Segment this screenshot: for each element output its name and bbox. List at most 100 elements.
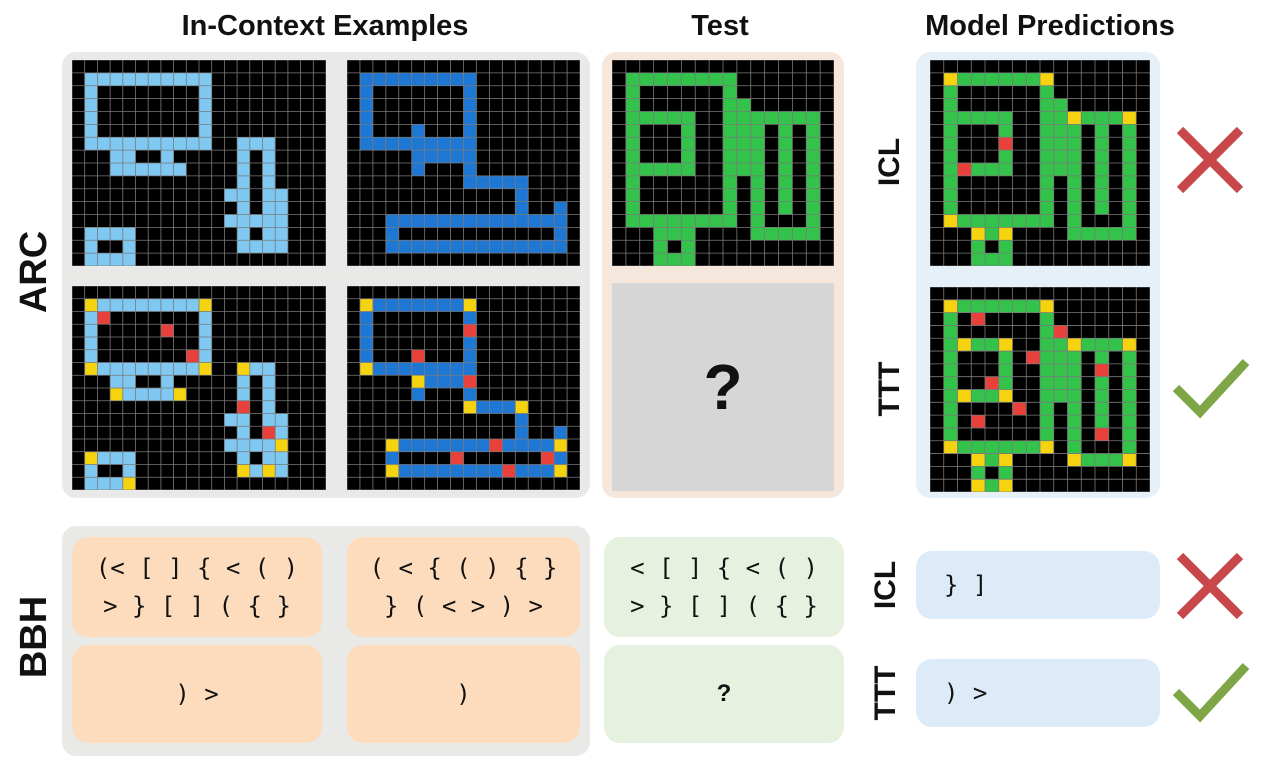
- grid-cell: [554, 426, 568, 439]
- grid-cell: [1067, 124, 1082, 138]
- grid-cell: [653, 72, 668, 86]
- grid-cell: [1122, 163, 1137, 176]
- grid-cell: [502, 400, 516, 414]
- grid-cell: [385, 451, 399, 465]
- grid-cell: [385, 227, 399, 241]
- grid-cell: [625, 201, 640, 215]
- grid-cell: [971, 299, 985, 313]
- grid-cell: [1122, 338, 1137, 352]
- grid-cell: [625, 98, 640, 112]
- grid-cell: [160, 137, 174, 151]
- grid-cell: [411, 375, 425, 388]
- grid-cell: [237, 137, 250, 151]
- grid-cell: [625, 188, 640, 202]
- grid-cell: [463, 150, 477, 163]
- grid-cell: [1053, 163, 1068, 176]
- grid-cell: [173, 362, 187, 376]
- grid-cell: [778, 111, 793, 125]
- grid-cell: [1122, 137, 1137, 151]
- grid-cell: [84, 324, 98, 337]
- grid-cell: [723, 124, 737, 138]
- grid-cell: [262, 400, 276, 414]
- grid-cell: [1095, 415, 1109, 428]
- grid-cell: [985, 453, 999, 467]
- grid-cell: [653, 214, 668, 228]
- grid-cell: [199, 85, 212, 99]
- grid-cell: [653, 163, 668, 176]
- grid-cell: [723, 98, 737, 112]
- grid-cell: [723, 188, 737, 202]
- grid-cell: [411, 349, 425, 363]
- arc-ttt-label: TTT: [873, 361, 906, 417]
- grid-cell: [173, 137, 187, 151]
- grid-cell: [122, 477, 136, 490]
- grid-cell: [84, 111, 98, 125]
- grid-cell: [110, 375, 123, 388]
- grid-cell: [275, 227, 288, 241]
- grid-cell: [806, 227, 821, 241]
- grid-cell: [1122, 415, 1137, 428]
- grid-cell: [1095, 389, 1109, 403]
- grid-cell: [359, 72, 373, 86]
- grid-cell: [943, 111, 958, 125]
- grid-cell: [1095, 137, 1109, 151]
- grid-cell: [262, 163, 276, 176]
- grid-cell: [998, 338, 1013, 352]
- grid-cell: [943, 85, 958, 99]
- grid-cell: [262, 201, 276, 215]
- grid-cell: [998, 253, 1013, 266]
- grid-cell: [653, 253, 668, 266]
- arc-icl-label: ICL: [873, 137, 906, 187]
- grid-cell: [778, 163, 793, 176]
- grid-cell: [1040, 427, 1054, 441]
- grid-cell: [1040, 325, 1054, 339]
- grid-cell: [199, 124, 212, 138]
- grid-cell: [1108, 111, 1123, 125]
- grid-cell: [806, 163, 821, 176]
- grid-cell: [122, 240, 136, 254]
- grid-cell: [778, 175, 793, 189]
- grid-cell: [122, 227, 136, 241]
- grid-cell: [1053, 111, 1068, 125]
- grid-cell: [1040, 150, 1054, 163]
- grid-cell: [262, 227, 276, 241]
- grid-cell: [778, 188, 793, 202]
- grid-cell: [110, 362, 123, 376]
- grid-cell: [998, 299, 1013, 313]
- grid-cell: [778, 201, 793, 215]
- grid-cell: [1108, 453, 1123, 467]
- grid-cell: [971, 312, 985, 326]
- grid-cell: [249, 240, 263, 254]
- grid-cell: [148, 298, 161, 312]
- grid-cell: [653, 240, 668, 254]
- grid-cell: [463, 175, 477, 189]
- grid-cell: [625, 111, 640, 125]
- grid-cell: [695, 214, 710, 228]
- grid-cell: [1095, 427, 1109, 441]
- grid-cell: [1122, 214, 1137, 228]
- grid-cell: [1095, 351, 1109, 364]
- grid-cell: [750, 214, 765, 228]
- grid-cell: [160, 150, 174, 163]
- grid-cell: [1122, 453, 1137, 467]
- grid-cell: [998, 240, 1013, 254]
- grid-cell: [667, 163, 682, 176]
- header-test: Test: [691, 10, 749, 42]
- grid-cell: [723, 72, 737, 86]
- grid-cell: [135, 163, 149, 176]
- grid-cell: [681, 124, 696, 138]
- grid-cell: [1040, 351, 1054, 364]
- grid-cell: [554, 464, 568, 478]
- grid-cell: [998, 466, 1013, 480]
- grid-cell: [943, 312, 958, 326]
- grid-cell: [411, 362, 425, 376]
- grid-cell: [463, 324, 477, 337]
- grid-cell: [110, 163, 123, 176]
- grid-cell: [411, 163, 425, 176]
- grid-cell: [122, 253, 136, 266]
- grid-cell: [385, 464, 399, 478]
- grid-cell: [122, 388, 136, 401]
- grid-cell: [437, 240, 451, 254]
- grid-cell: [385, 137, 399, 151]
- grid-cell: [148, 388, 161, 401]
